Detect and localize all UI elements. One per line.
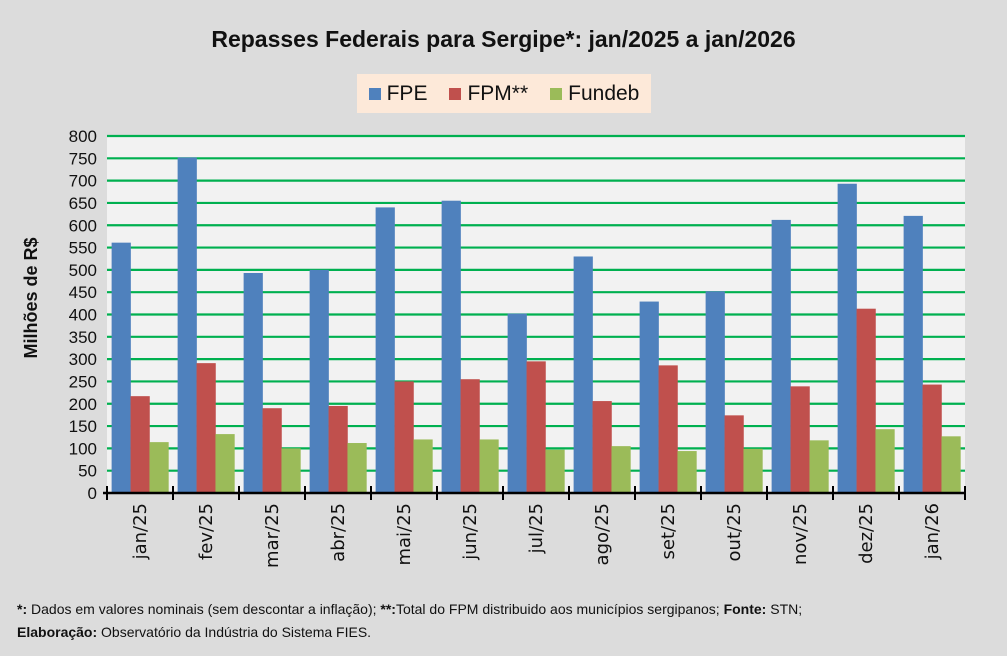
footnote-text-nominal: Dados em valores nominais (sem descontar… (27, 601, 381, 617)
y-tick-label: 600 (69, 216, 97, 235)
bar-fundeb (875, 429, 895, 493)
bar-fundeb (281, 448, 301, 493)
footnote-key-fonte: Fonte: (723, 601, 767, 617)
bar-fpm (130, 396, 150, 493)
footnote: *: Dados em valores nominais (sem descon… (17, 598, 997, 644)
footnote-line-1: *: Dados em valores nominais (sem descon… (17, 598, 997, 621)
footnote-key-asterisk: *: (17, 601, 28, 617)
bar-fpm (526, 361, 546, 493)
y-tick-label: 450 (69, 283, 97, 302)
bar-fpe (639, 301, 659, 493)
y-tick-label: 100 (69, 439, 97, 458)
bar-fundeb (413, 439, 433, 493)
bar-fpe (111, 242, 131, 493)
bar-fpe (507, 313, 527, 493)
bar-fpe (309, 269, 329, 493)
legend-item-fpe: FPE (368, 81, 428, 106)
bar-fpm (658, 365, 678, 493)
bar-fpe (177, 157, 197, 494)
legend-label-fpm: FPM** (467, 81, 529, 105)
y-tick-label: 350 (69, 328, 97, 347)
y-tick-label: 250 (69, 372, 97, 391)
legend-swatch-fundeb (550, 87, 563, 100)
chart-title: Repasses Federais para Sergipe*: jan/202… (211, 26, 796, 52)
y-tick-label: 650 (69, 194, 97, 213)
bar-fundeb (611, 446, 631, 493)
bar-fundeb (545, 449, 565, 493)
bar-fpm (922, 384, 942, 493)
legend-label-fundeb: Fundeb (568, 81, 640, 105)
bar-fpe (903, 215, 923, 493)
bar-fpe (243, 272, 263, 493)
bar-fpm (856, 308, 876, 493)
y-tick-label: 300 (69, 350, 97, 369)
bar-fundeb (215, 434, 235, 493)
bar-fpm (394, 381, 414, 493)
bar-fundeb (941, 436, 961, 493)
y-tick-label: 800 (69, 127, 97, 146)
bar-fundeb (743, 448, 763, 493)
x-tick-label: out/25 (724, 503, 745, 561)
x-tick-label: jan/26 (922, 503, 943, 560)
y-tick-label: 150 (69, 417, 97, 436)
bar-fundeb (809, 440, 829, 493)
y-tick-label: 0 (88, 484, 97, 503)
bar-fundeb (479, 439, 499, 493)
bar-fpe (771, 219, 791, 493)
x-tick-label: jul/25 (526, 503, 547, 554)
x-tick-label: set/25 (658, 503, 679, 559)
legend-label-fpe: FPE (386, 81, 428, 105)
footnote-text-source: STN; (766, 601, 803, 617)
legend-swatch-fpe (368, 87, 381, 100)
x-tick-label: fev/25 (196, 503, 217, 560)
x-tick-label: dez/25 (856, 503, 877, 564)
y-tick-label: 550 (69, 239, 97, 258)
legend-swatch-fpm (449, 87, 462, 100)
y-tick-label: 500 (69, 261, 97, 280)
bar-fpm (724, 415, 744, 493)
footnote-text-author: Observatório da Indústria do Sistema FIE… (97, 624, 372, 640)
legend: FPE FPM** Fundeb (357, 74, 651, 113)
bar-fpm (592, 401, 612, 493)
bar-fpm (328, 405, 348, 493)
y-tick-label: 750 (69, 149, 97, 168)
x-tick-label: ago/25 (592, 503, 613, 565)
y-tick-label: 400 (69, 306, 97, 325)
footnote-line-2: Elaboração: Observatório da Indústria do… (17, 621, 997, 644)
footnote-text-fpm: Total do FPM distribuido aos municípios … (395, 601, 724, 617)
x-tick-label: nov/25 (790, 503, 811, 565)
x-tick-label: mai/25 (394, 503, 415, 566)
y-tick-label: 50 (78, 462, 97, 481)
bar-fpm (262, 408, 282, 493)
x-tick-label: mar/25 (262, 503, 283, 568)
footnote-key-elaboracao: Elaboração: (17, 624, 98, 640)
y-tick-label: 200 (69, 395, 97, 414)
bar-fpe (441, 200, 461, 494)
bar-fpe (375, 207, 395, 493)
y-tick-label: 700 (69, 172, 97, 191)
bar-fpe (705, 291, 725, 493)
bar-fpm (196, 363, 216, 493)
bar-fpe (573, 256, 593, 493)
footnote-key-double-asterisk: **: (380, 601, 396, 617)
bar-fpm (790, 386, 810, 493)
bar-fundeb (149, 442, 169, 493)
bar-fpm (460, 379, 480, 493)
legend-item-fundeb: Fundeb (550, 82, 639, 106)
x-tick-label: jan/25 (130, 503, 151, 560)
x-tick-label: abr/25 (328, 503, 349, 562)
bar-fundeb (347, 443, 367, 493)
bar-fundeb (677, 451, 697, 493)
x-tick-label: jun/25 (460, 503, 481, 561)
legend-item-fpm: FPM** (449, 82, 528, 106)
bar-fpe (837, 183, 857, 493)
